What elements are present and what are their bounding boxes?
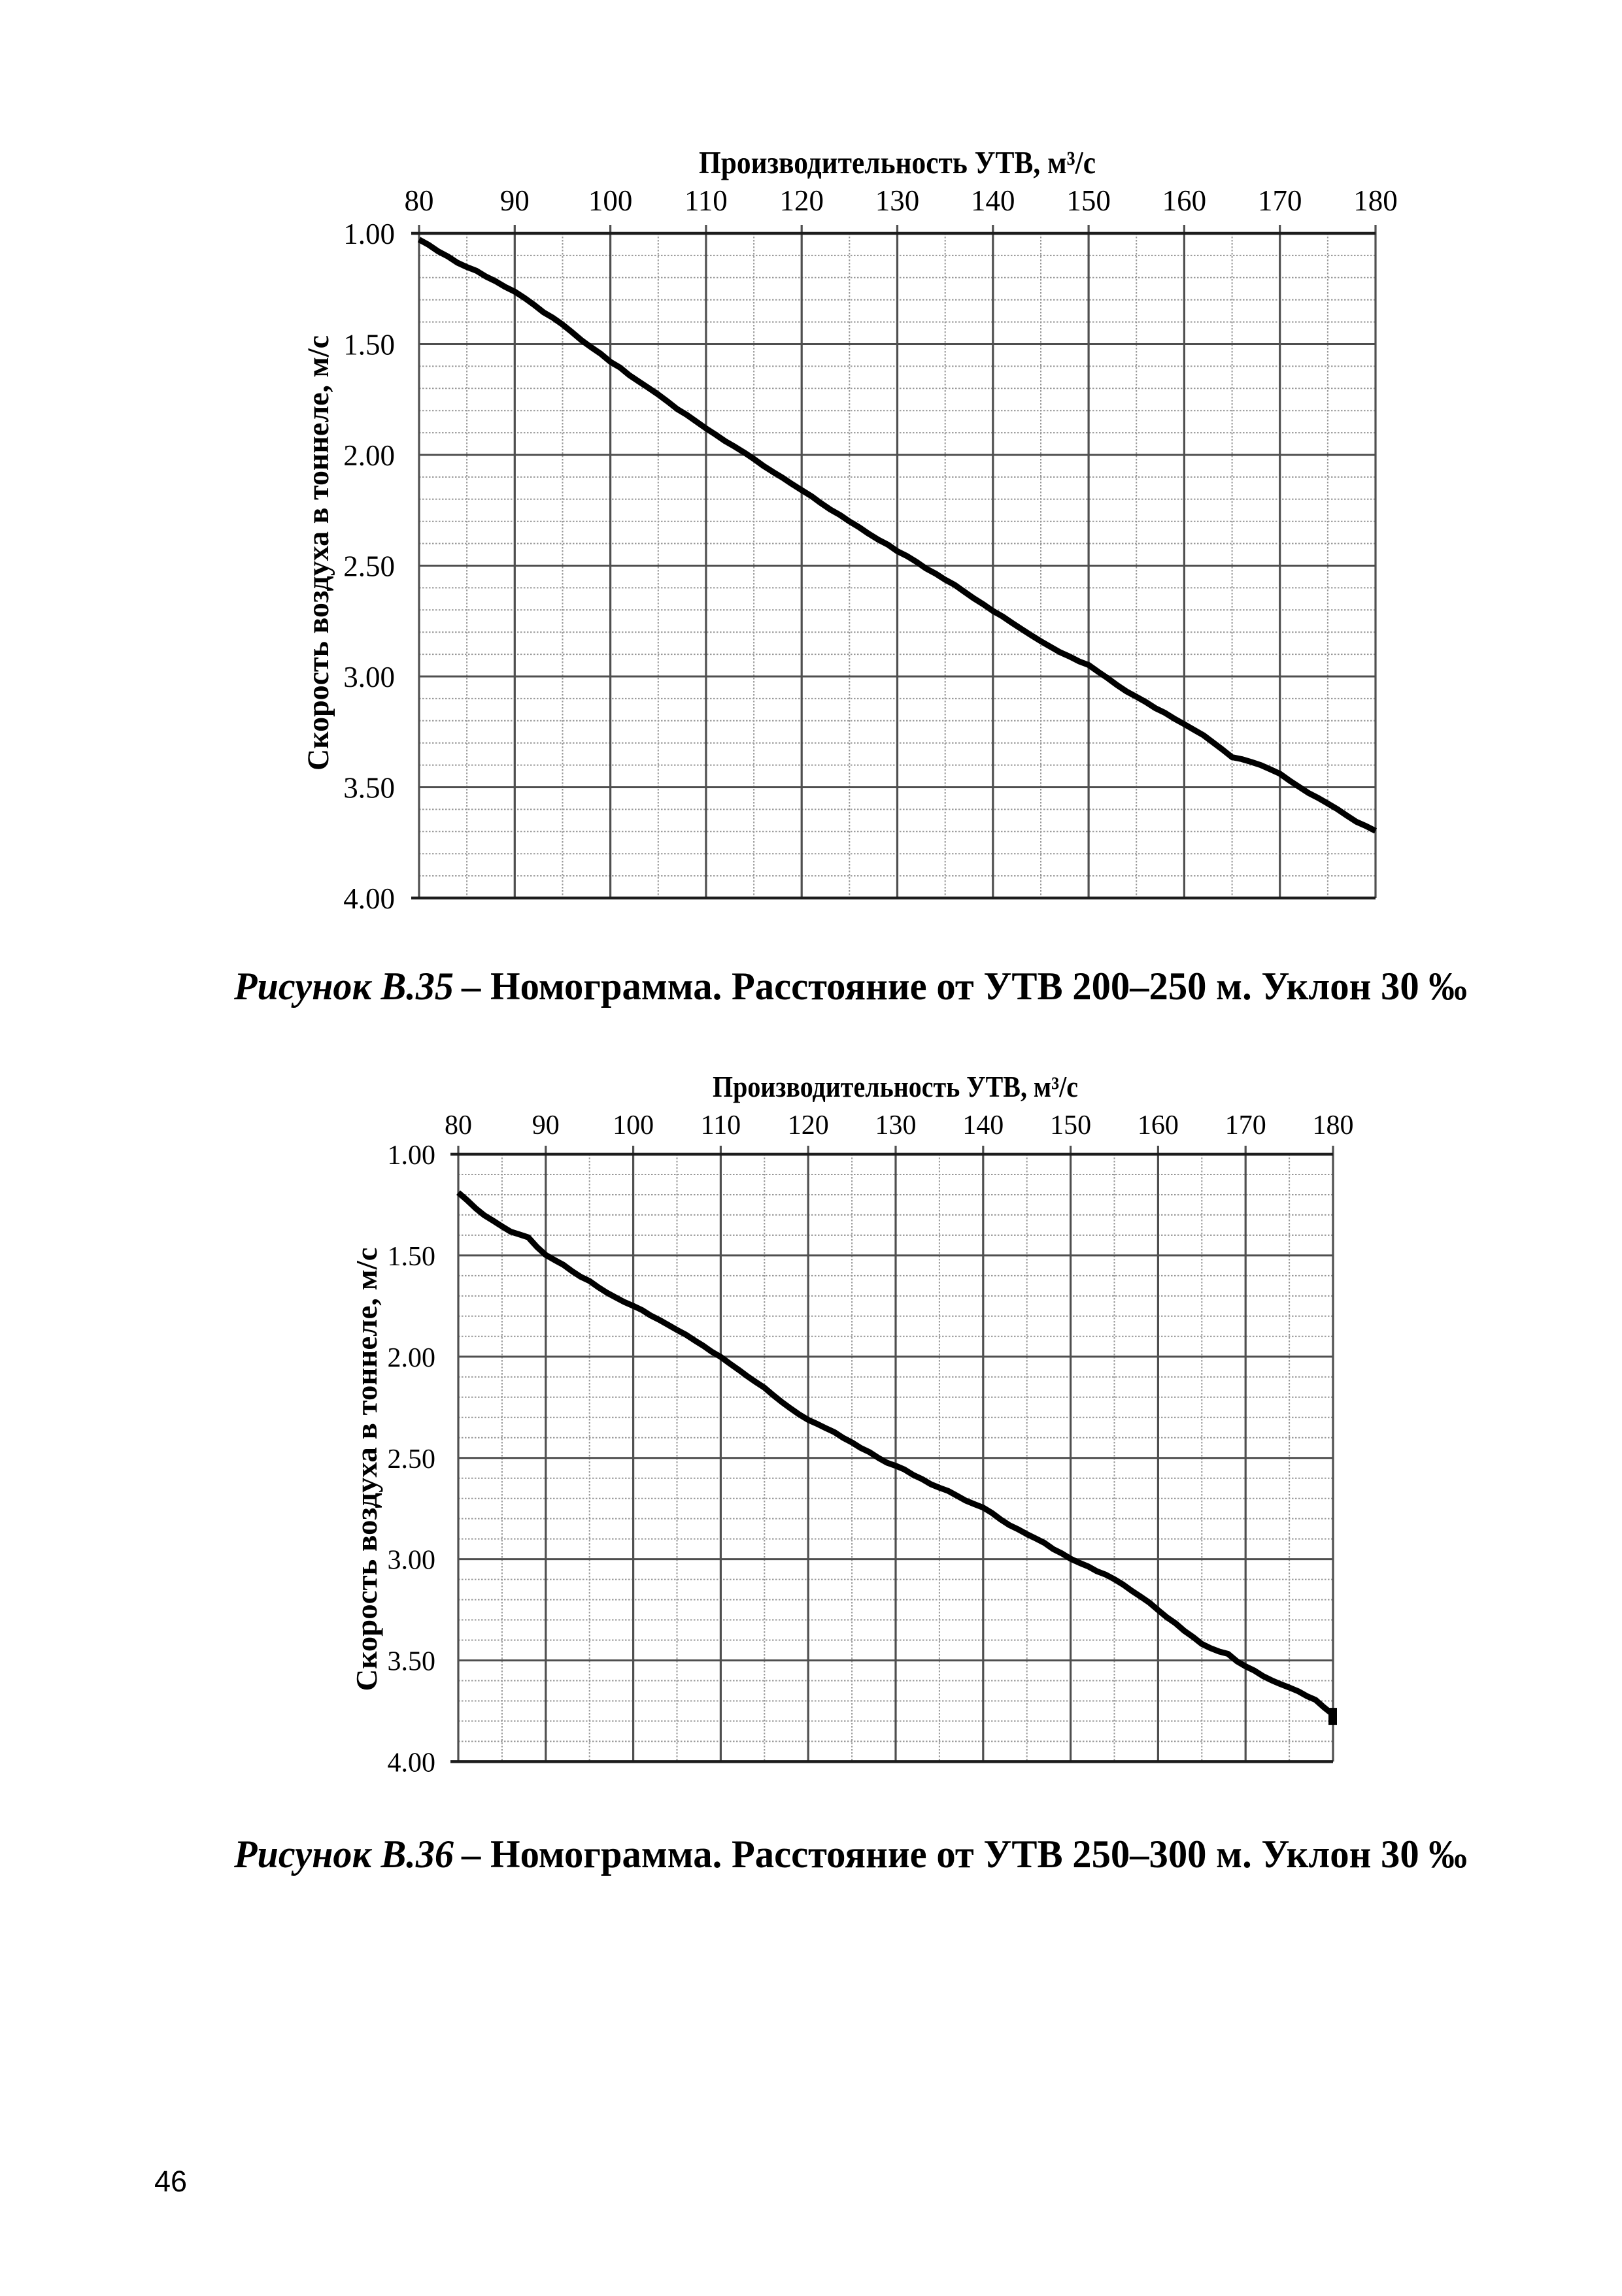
svg-text:180: 180	[1313, 1110, 1354, 1140]
svg-text:Рисунок В.35: Рисунок В.35	[233, 965, 454, 1008]
svg-text:2.00: 2.00	[343, 439, 395, 472]
svg-text:– Номограмма. Расстояние от УТ: – Номограмма. Расстояние от УТВ 200–250 …	[461, 965, 1467, 1008]
svg-text:110: 110	[684, 184, 728, 217]
svg-text:130: 130	[875, 1110, 917, 1140]
svg-text:140: 140	[962, 1110, 1004, 1140]
svg-text:3.00: 3.00	[343, 661, 395, 693]
svg-text:120: 120	[788, 1110, 829, 1140]
svg-text:170: 170	[1258, 184, 1302, 217]
svg-text:3.50: 3.50	[343, 772, 395, 805]
svg-text:Скорость воздуха в тоннеле, м/: Скорость воздуха в тоннеле, м/с	[301, 335, 335, 771]
svg-text:180: 180	[1353, 184, 1398, 217]
svg-text:120: 120	[779, 184, 824, 217]
svg-text:Производительность УТВ, м³/с: Производительность УТВ, м³/с	[699, 144, 1096, 180]
svg-text:170: 170	[1225, 1110, 1266, 1140]
svg-text:2.50: 2.50	[388, 1444, 436, 1474]
svg-text:110: 110	[701, 1110, 741, 1140]
svg-text:– Номограмма. Расстояние от УТ: – Номограмма. Расстояние от УТВ 250–300 …	[461, 1833, 1467, 1876]
svg-text:140: 140	[971, 184, 1015, 217]
svg-text:130: 130	[875, 184, 920, 217]
svg-text:90: 90	[500, 184, 530, 217]
svg-text:90: 90	[532, 1110, 560, 1140]
svg-text:2.00: 2.00	[388, 1343, 436, 1373]
svg-text:150: 150	[1066, 184, 1111, 217]
svg-text:100: 100	[588, 184, 633, 217]
svg-text:4.00: 4.00	[343, 882, 395, 915]
svg-text:Скорость воздуха в тоннеле, м/: Скорость воздуха в тоннеле, м/с	[350, 1248, 383, 1691]
svg-text:150: 150	[1050, 1110, 1091, 1140]
svg-text:2.50: 2.50	[343, 550, 395, 583]
svg-text:80: 80	[445, 1110, 472, 1140]
svg-text:1.50: 1.50	[343, 329, 395, 361]
svg-text:80: 80	[405, 184, 434, 217]
svg-text:Рисунок В.36: Рисунок В.36	[233, 1833, 454, 1876]
svg-text:1.00: 1.00	[388, 1140, 436, 1171]
svg-text:1.50: 1.50	[388, 1242, 436, 1272]
svg-text:4.00: 4.00	[388, 1748, 436, 1778]
svg-text:160: 160	[1162, 184, 1207, 217]
svg-text:1.00: 1.00	[343, 218, 395, 250]
svg-text:160: 160	[1138, 1110, 1179, 1140]
svg-text:3.00: 3.00	[388, 1546, 436, 1576]
svg-text:3.50: 3.50	[388, 1647, 436, 1677]
svg-text:Производительность УТВ, м³/с: Производительность УТВ, м³/с	[713, 1071, 1078, 1103]
svg-text:100: 100	[613, 1110, 654, 1140]
